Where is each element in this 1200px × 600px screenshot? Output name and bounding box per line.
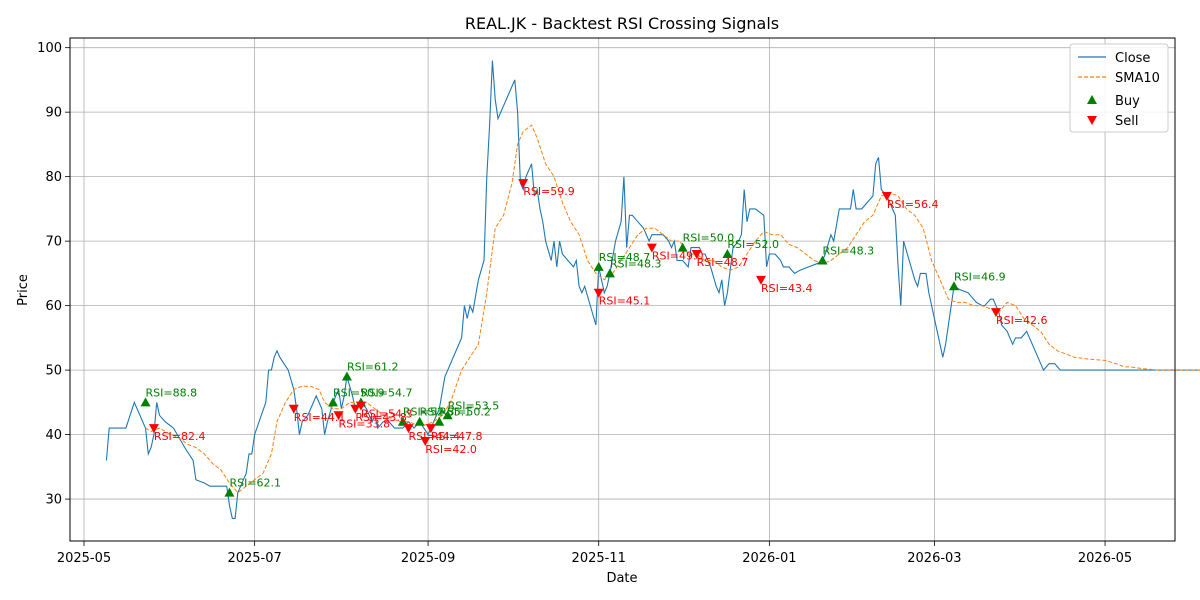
buy-marker [327, 397, 338, 407]
y-tick-label: 40 [45, 428, 62, 443]
buy-signal-label: RSI=48.3 [823, 244, 875, 257]
sell-signal-label: RSI=43.4 [761, 282, 813, 295]
sell-signal-label: RSI=56.4 [887, 198, 939, 211]
sell-marker [646, 243, 657, 253]
sell-signal-label: RSI=48.7 [697, 256, 749, 269]
x-tick-label: 2026-01 [742, 551, 796, 566]
buy-signal-label: RSI=88.8 [146, 386, 198, 399]
buy-signal-label: RSI=50.0 [683, 232, 735, 245]
buy-marker [397, 416, 408, 426]
x-tick-label: 2025-11 [572, 551, 626, 566]
sell-marker [355, 401, 366, 411]
close-line [105, 60, 1200, 519]
buy-marker [140, 397, 151, 407]
buy-marker [442, 410, 453, 420]
sell-signal-label: RSI=45.1 [599, 295, 651, 308]
y-tick-label: 100 [37, 41, 62, 56]
buy-signal-label: RSI=52.3 [403, 406, 455, 419]
buy-signal-label: RSI=52.0 [727, 238, 779, 251]
buy-marker [414, 416, 425, 426]
y-tick-label: 50 [45, 364, 62, 379]
sell-signal-label: RSI=43.8 [355, 411, 407, 424]
legend-sma10-label: SMA10 [1115, 71, 1160, 86]
sell-signal-label: RSI=44.1 [294, 411, 346, 424]
buy-signal-label: RSI=50.2 [439, 406, 491, 419]
sell-marker [881, 191, 892, 201]
buy-signal-label: RSI=62.1 [229, 477, 281, 490]
y-tick-label: 80 [45, 170, 62, 185]
chart-title: REAL.JK - Backtest RSI Crossing Signals [465, 14, 779, 33]
x-tick-label: 2025-09 [401, 551, 455, 566]
x-axis-label: Date [606, 571, 637, 586]
sell-marker [425, 424, 436, 434]
buy-marker [341, 371, 352, 381]
sell-marker [990, 308, 1001, 318]
buy-marker [949, 281, 959, 291]
y-tick-label: 90 [45, 106, 62, 121]
buy-signal-label: RSI=53.5 [448, 399, 500, 412]
buy-signal-label: RSI=48.3 [610, 257, 662, 270]
sell-marker [148, 424, 159, 434]
buy-marker [817, 255, 828, 265]
y-axis-label: Price [16, 274, 31, 306]
x-tick-label: 2025-07 [227, 551, 281, 566]
sell-marker [518, 179, 529, 189]
legend-buy-label: Buy [1115, 94, 1140, 109]
sell-marker [593, 288, 604, 298]
sell-marker [350, 404, 361, 414]
sell-signal-label: RSI=42.0 [425, 443, 477, 456]
series-layer [105, 60, 1200, 519]
sma10-line [145, 124, 1200, 494]
buy-marker [677, 242, 688, 252]
sell-signal-label: RSI=47.8 [431, 430, 483, 443]
buy-signal-label: RSI=54.7 [361, 386, 413, 399]
sell-marker [288, 404, 299, 414]
sell-signal-label: RSI=54.3 [361, 408, 413, 421]
sell-signal-label: RSI=59.9 [523, 185, 575, 198]
buy-signal-label: RSI=61.2 [347, 361, 399, 374]
buy-signal-label: RSI=50.9 [333, 386, 385, 399]
sell-marker [691, 250, 702, 260]
x-tick-label: 2026-03 [907, 551, 961, 566]
legend: Close SMA10 Buy Sell [1069, 43, 1169, 133]
buy-marker [722, 249, 733, 259]
sell-marker [333, 411, 344, 421]
x-tick-label: 2026-05 [1078, 551, 1132, 566]
buy-marker [224, 487, 235, 497]
buy-marker [434, 416, 445, 426]
y-tick-label: 30 [45, 493, 62, 508]
y-tick-label: 70 [45, 235, 62, 250]
buy-signal-label: RSI=48.7 [599, 251, 651, 264]
sell-signal-label: RSI=44.4 [408, 430, 460, 443]
legend-buy-swatch [1087, 95, 1097, 104]
sell-marker [420, 437, 431, 447]
sell-signal-label: RSI=82.4 [154, 430, 206, 443]
buy-marker [593, 261, 604, 271]
axes: 2025-05 2025-07 2025-09 2025-11 2026-01 2026-… [37, 41, 1132, 566]
legend-close-label: Close [1115, 51, 1150, 66]
sell-marker [403, 424, 414, 434]
sell-signal-label: RSI=42.6 [996, 314, 1048, 327]
y-tick-label: 60 [45, 299, 62, 314]
buy-signal-label: RSI=46.9 [954, 270, 1006, 283]
sell-signal-label: RSI=49.0 [652, 250, 704, 263]
legend-sell-label: Sell [1115, 114, 1138, 129]
legend-sell-swatch [1087, 116, 1097, 125]
buy-signal-label: RSI=55.1 [420, 406, 472, 419]
sell-signal-label: RSI=33.8 [339, 417, 391, 430]
buy-marker [604, 268, 615, 278]
x-tick-label: 2025-05 [57, 551, 111, 566]
legend-box [1069, 43, 1169, 133]
sell-marker [755, 275, 766, 285]
signal-layer: RSI=88.8 RSI=62.1 RSI=50.9 RSI=61.2 RSI=54.7… [140, 179, 1048, 497]
plot-frame [69, 37, 1176, 542]
